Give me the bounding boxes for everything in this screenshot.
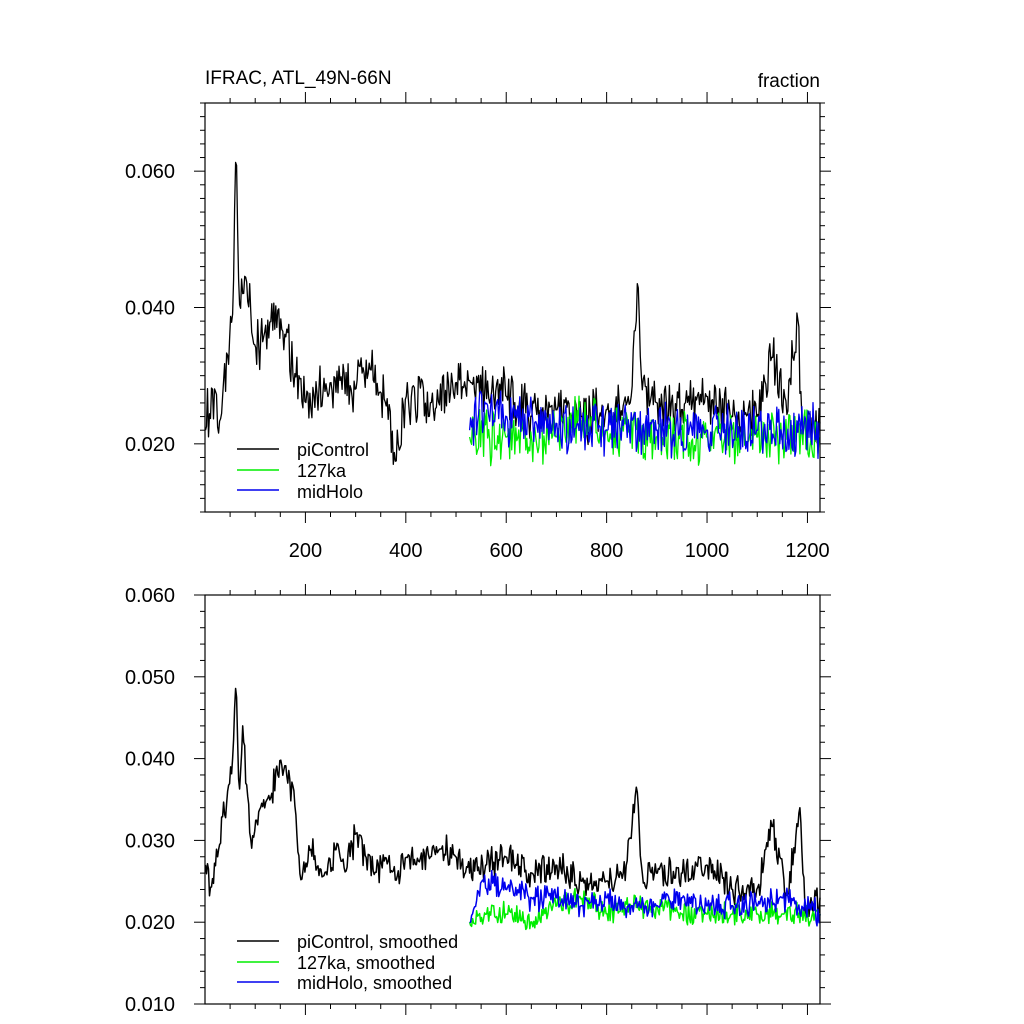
series-line-midholo-smoothed (469, 869, 821, 927)
series-line-picontrol (204, 161, 821, 465)
x-tick-label: 200 (289, 540, 322, 562)
plot-frame (204, 594, 821, 1005)
legend-label-midHolo-smoothed: midHolo, smoothed (297, 973, 452, 993)
legend-label-127ka: 127ka (297, 461, 347, 481)
axes-top: 0.020 0.040 0.060 200 400 600 800 1000 1200 (125, 92, 831, 562)
y-tick-label: 0.060 (125, 161, 175, 183)
y-tick-label: 0.020 (125, 434, 175, 456)
legend-bottom: piControl, smoothed 127ka, smoothed midH… (237, 932, 458, 993)
series-line-picontrol-smoothed (204, 687, 821, 919)
axes-bottom: 0.010 0.020 0.030 0.040 0.050 0.060 (125, 584, 831, 1016)
y-tick-label: 0.060 (125, 585, 175, 607)
y-tick-label: 0.050 (125, 667, 175, 689)
y-tick-label: 0.010 (125, 994, 175, 1016)
series-group-bottom (204, 687, 821, 931)
chart-title: IFRAC, ATL_49N-66N (205, 68, 392, 89)
legend-top: piControl 127ka midHolo (237, 440, 369, 502)
y-tick-label: 0.030 (125, 830, 175, 852)
y-tick-label: 0.020 (125, 912, 175, 934)
legend-label-midHolo: midHolo (297, 482, 363, 502)
x-tick-label: 1000 (685, 540, 730, 562)
panel-bottom: 0.010 0.020 0.030 0.040 0.050 0.060 piControl… (125, 584, 831, 1016)
y-tick-label: 0.040 (125, 749, 175, 771)
series-group-top (204, 161, 821, 467)
x-tick-label: 400 (389, 540, 422, 562)
panel-top: IFRAC, ATL_49N-66N fraction 0.0200.0400.… (125, 68, 831, 562)
series-line-midholo (468, 390, 821, 459)
x-tick-label: 600 (490, 540, 523, 562)
x-tick-label: 800 (590, 540, 623, 562)
y-tick-label: 0.040 (125, 298, 175, 320)
legend-label-127ka-smoothed: 127ka, smoothed (297, 953, 435, 973)
units-label: fraction (758, 71, 820, 92)
legend-label-piControl-smoothed: piControl, smoothed (297, 932, 458, 952)
legend-label-piControl: piControl (297, 440, 369, 460)
x-tick-label: 1200 (785, 540, 830, 562)
